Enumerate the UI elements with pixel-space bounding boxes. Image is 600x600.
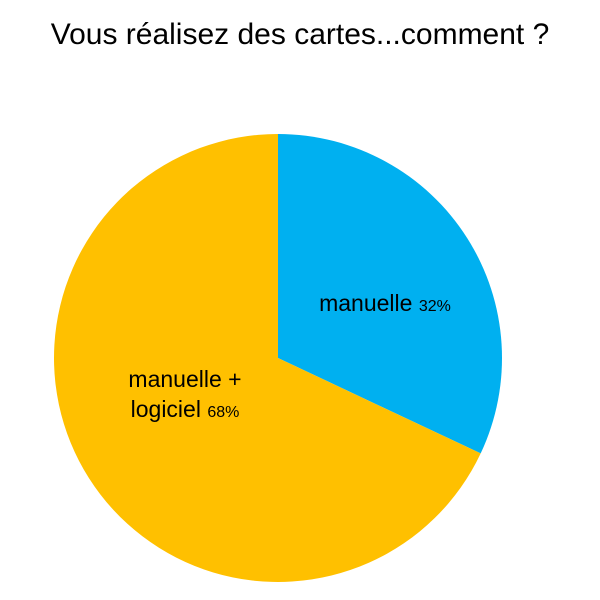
slice-value: 32% (418, 298, 451, 315)
pie-slice (278, 134, 502, 454)
slice-label: manuelle + logiciel 68% (110, 364, 260, 428)
slice-label: manuelle 32% (290, 288, 480, 322)
slice-value: 68% (207, 404, 240, 421)
slice-name: manuelle + logiciel (128, 366, 242, 422)
slice-name: manuelle (319, 290, 413, 316)
chart-title: Vous réalisez des cartes...comment ? (50, 18, 550, 51)
pie-slice (54, 134, 481, 582)
